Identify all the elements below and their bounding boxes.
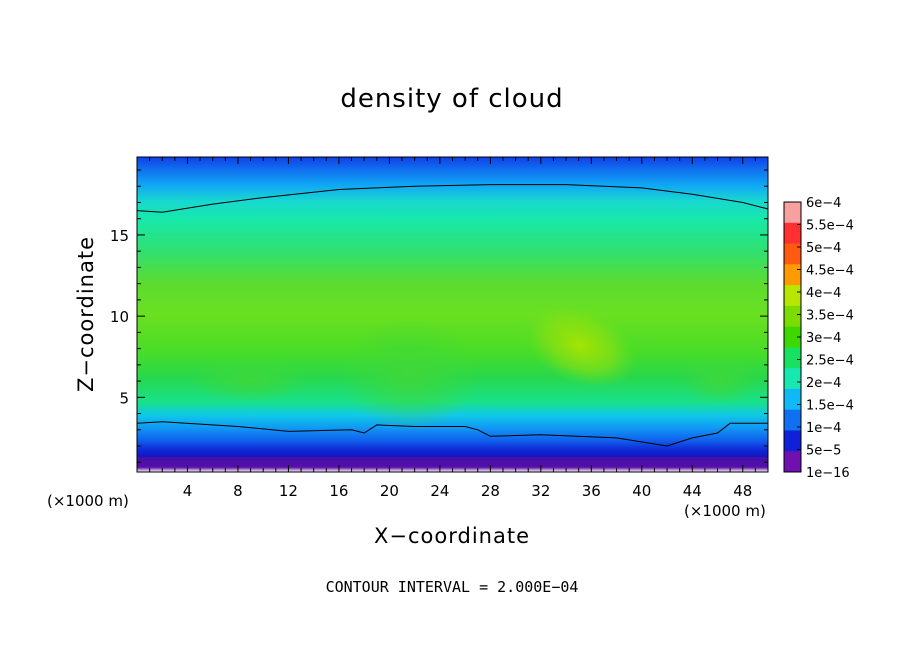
heatmap-field — [137, 157, 768, 472]
colorbar-label: 2e−4 — [806, 376, 841, 391]
colorbar-swatch — [784, 243, 801, 265]
colorbar-swatch — [784, 451, 801, 473]
contour-interval-note: CONTOUR INTERVAL = 2.000E−04 — [325, 578, 579, 596]
colorbar-swatch — [784, 430, 801, 452]
x-axis-label: X−coordinate — [0, 524, 904, 548]
colorbar-swatch — [784, 368, 801, 390]
colorbar-swatch — [784, 326, 801, 348]
x-tick-label: 8 — [233, 482, 243, 500]
colorbar-label: 3.5e−4 — [806, 309, 854, 324]
x-unit-label-left: (×1000 m) — [47, 492, 129, 510]
y-tick-label: 15 — [110, 227, 129, 245]
y-tick-label: 10 — [110, 308, 129, 326]
colorbar-swatch — [784, 285, 801, 307]
colorbar-label: 2.5e−4 — [806, 354, 854, 369]
colorbar: 6e−4 5.5e−4 5e−4 4.5e−4 4e−4 3.5e−4 3e−4 2.5e−4… — [783, 196, 854, 481]
colorbar-label: 3e−4 — [806, 331, 841, 346]
colorbar-swatch — [784, 409, 801, 431]
colorbar-swatch — [784, 202, 801, 224]
colorbar-label: 5.5e−4 — [806, 219, 854, 234]
colorbar-label: 1e−16 — [806, 466, 850, 481]
y-tick-label: 5 — [119, 389, 129, 407]
x-tick-label: 12 — [279, 482, 298, 500]
chart-title: density of cloud — [340, 84, 564, 114]
y-axis: 5 10 15 — [110, 169, 768, 463]
colorbar-label: 1.5e−4 — [806, 399, 854, 414]
x-tick-label: 4 — [183, 482, 193, 500]
colorbar-swatch — [784, 347, 801, 369]
colorbar-label: 4e−4 — [806, 286, 841, 301]
x-axis-label-text: X−coordinate — [374, 524, 530, 548]
contour-lines — [136, 184, 769, 447]
colorbar-label: 5e−4 — [806, 241, 841, 256]
x-tick-label: 16 — [329, 482, 348, 500]
x-tick-label: 24 — [430, 482, 449, 500]
colorbar-swatch — [784, 388, 801, 411]
x-tick-label: 48 — [733, 482, 752, 500]
x-unit-label-right: (×1000 m) — [684, 502, 766, 520]
colorbar-label: 4.5e−4 — [806, 264, 854, 279]
x-tick-label: 40 — [632, 482, 651, 500]
x-axis: 4 8 12 16 20 24 28 32 36 40 44 48 — [149, 157, 756, 500]
colorbar-label: 6e−4 — [806, 196, 841, 211]
y-axis-label: Z−coordinate — [74, 236, 98, 392]
x-tick-label: 36 — [582, 482, 601, 500]
x-tick-label: 32 — [531, 482, 550, 500]
colorbar-label: 1e−4 — [806, 421, 841, 436]
x-tick-label: 28 — [481, 482, 500, 500]
x-tick-label: 44 — [683, 482, 702, 500]
x-tick-label: 20 — [380, 482, 399, 500]
colorbar-swatch — [784, 264, 801, 286]
colorbar-swatch — [784, 305, 801, 328]
colorbar-label: 5e−5 — [806, 444, 841, 459]
contour-line — [136, 421, 768, 447]
colorbar-swatch — [784, 222, 801, 245]
contour-line — [136, 184, 769, 213]
